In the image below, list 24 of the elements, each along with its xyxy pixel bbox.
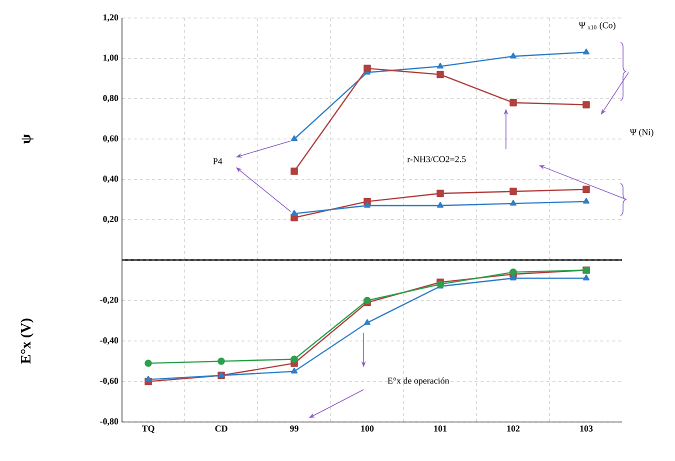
y-axis-title: E°x (V) xyxy=(20,318,34,364)
x-tick-label: TQ xyxy=(142,426,154,433)
x-tick-label: 101 xyxy=(434,426,447,432)
y-tick-label: 1,20 xyxy=(104,14,118,22)
annotation: E°x de operación xyxy=(388,377,450,386)
y-tick-label: -0,40 xyxy=(100,337,118,345)
annotation: P4 xyxy=(213,158,222,164)
annotation: r-NH3/CO2=2.5 xyxy=(407,156,466,162)
text: Ψ (Ni) xyxy=(630,128,654,138)
x-tick-label: 102 xyxy=(507,426,520,432)
y-tick-label: 0,60 xyxy=(103,135,118,143)
y-tick-label: -0,60 xyxy=(100,378,118,386)
x-tick-label: 99 xyxy=(290,426,298,432)
annotation: Ψ $_{x10}$ (Co) xyxy=(578,22,616,30)
x-tick-label: CD xyxy=(215,426,228,432)
x-tick-label: 103 xyxy=(580,426,593,432)
y-axis-title: ψ xyxy=(22,134,34,144)
y-tick-label: 0,80 xyxy=(103,94,118,102)
y-tick-label: 0,40 xyxy=(103,176,118,184)
x-tick-label: 100 xyxy=(361,426,374,432)
y-tick-label: -0,20 xyxy=(100,296,118,304)
y-tick-label: 1,00 xyxy=(104,54,118,62)
y-tick-label: 0,20 xyxy=(103,216,118,224)
y-tick-label: -0,80 xyxy=(100,418,118,426)
